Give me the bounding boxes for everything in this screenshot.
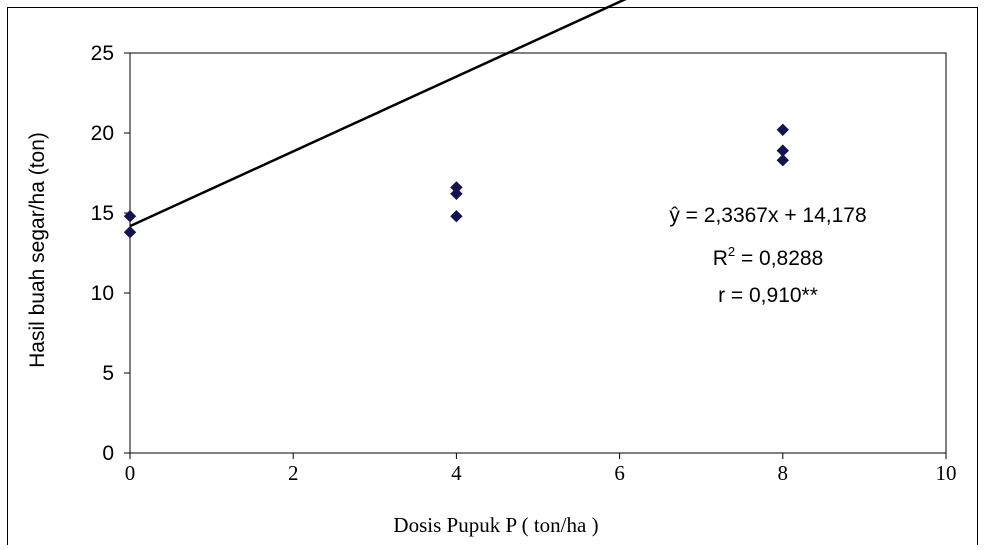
x-axis-ticks: 0 2 4 6 8 10 — [125, 453, 957, 485]
r-squared-value: = 0,8288 — [735, 247, 823, 270]
x-tick-label: 4 — [451, 461, 462, 485]
x-tick-label: 0 — [125, 461, 136, 485]
data-point — [123, 225, 137, 239]
data-point — [123, 209, 137, 223]
data-point — [450, 209, 463, 223]
x-tick-label: 2 — [288, 461, 299, 485]
y-axis-label: Hasil buah segar/ha (ton) — [26, 132, 49, 368]
trendline-group — [129, 0, 627, 228]
x-tick-label: 8 — [778, 461, 789, 485]
x-tick-label: 10 — [936, 461, 957, 485]
y-axis-ticks: 0 5 10 15 20 25 — [91, 42, 130, 465]
regression-equation: ŷ = 2,3367x + 14,178 — [669, 204, 866, 227]
x-tick-label: 6 — [614, 461, 625, 485]
r-squared-superscript: 2 — [728, 244, 735, 259]
y-tick-label: 20 — [91, 122, 114, 145]
data-point — [776, 123, 790, 137]
r-squared-label: R — [713, 247, 728, 270]
y-tick-label: 5 — [102, 362, 114, 385]
data-point — [450, 187, 463, 201]
r-squared-annotation: R2 = 0,8288 — [713, 244, 824, 270]
correlation-annotation: r = 0,910** — [718, 284, 818, 307]
trendline — [129, 0, 627, 228]
x-axis-label: Dosis Pupuk P ( ton/ha ) — [393, 513, 598, 537]
plot-area — [129, 52, 947, 454]
data-points — [123, 123, 790, 239]
y-tick-label: 25 — [91, 42, 114, 65]
y-tick-label: 0 — [102, 442, 114, 465]
y-tick-label: 15 — [91, 202, 114, 225]
y-tick-label: 10 — [91, 282, 114, 305]
data-point — [776, 153, 790, 167]
